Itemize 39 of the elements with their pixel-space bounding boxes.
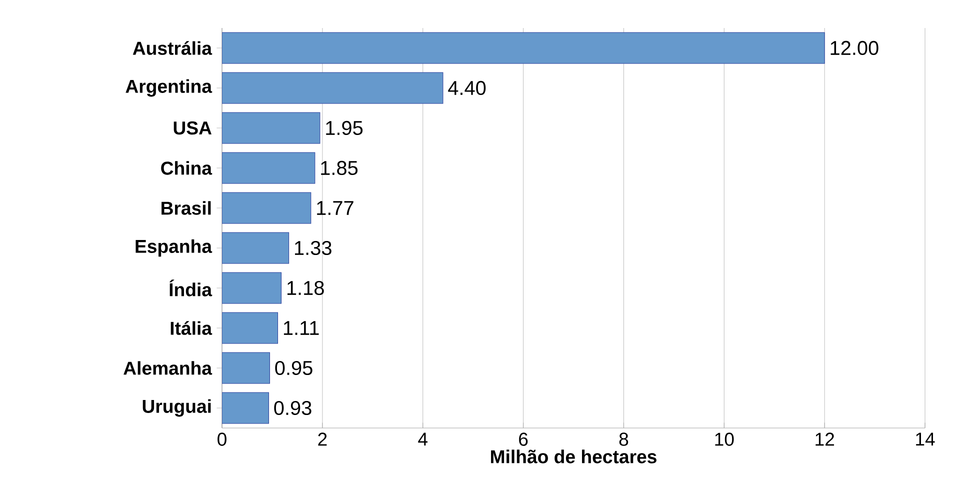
bar xyxy=(222,152,316,184)
x-tick-label: 2 xyxy=(318,432,327,446)
x-tick-label: 10 xyxy=(715,432,734,446)
x-axis-title: Milhão de hectares xyxy=(491,450,656,464)
data-label: 4.40 xyxy=(448,80,486,96)
bar xyxy=(222,72,444,104)
y-tick-label: Brasil xyxy=(162,201,211,215)
bar xyxy=(222,272,282,304)
data-label: 1.95 xyxy=(326,120,363,136)
y-tick-label: Austrália xyxy=(132,41,212,55)
y-tick-label: China xyxy=(161,161,212,175)
data-label: 12.00 xyxy=(830,40,878,56)
data-label: 1.77 xyxy=(317,201,354,215)
y-tick-label: USA xyxy=(174,121,212,135)
bar xyxy=(222,352,270,384)
x-tick-label: 12 xyxy=(816,432,834,446)
bar xyxy=(222,312,278,344)
y-tick-label: Itália xyxy=(170,321,212,335)
x-tick-label: 6 xyxy=(519,432,528,446)
bar xyxy=(222,392,269,424)
y-tick-label: Alemanha xyxy=(124,361,212,375)
y-tick-label: Espanha xyxy=(136,239,212,257)
data-label: 1.18 xyxy=(287,280,324,296)
bar xyxy=(222,192,312,224)
y-tick-label: Argentina xyxy=(126,79,212,97)
bar xyxy=(222,232,290,264)
data-label: 1.33 xyxy=(295,240,332,256)
x-tick-label: 14 xyxy=(916,432,935,446)
data-label: 0.95 xyxy=(275,360,312,376)
x-tick-label: 0 xyxy=(218,432,226,446)
data-label: 1.85 xyxy=(321,160,358,176)
bar xyxy=(222,112,320,144)
data-label: 0.93 xyxy=(274,400,312,416)
x-tick-label: 4 xyxy=(418,432,428,446)
x-tick-label: 8 xyxy=(619,432,628,446)
data-label: 1.11 xyxy=(284,321,319,335)
bar xyxy=(222,32,825,64)
y-tick-label: Uruguai xyxy=(142,399,211,417)
y-tick-label: Índia xyxy=(170,280,212,296)
